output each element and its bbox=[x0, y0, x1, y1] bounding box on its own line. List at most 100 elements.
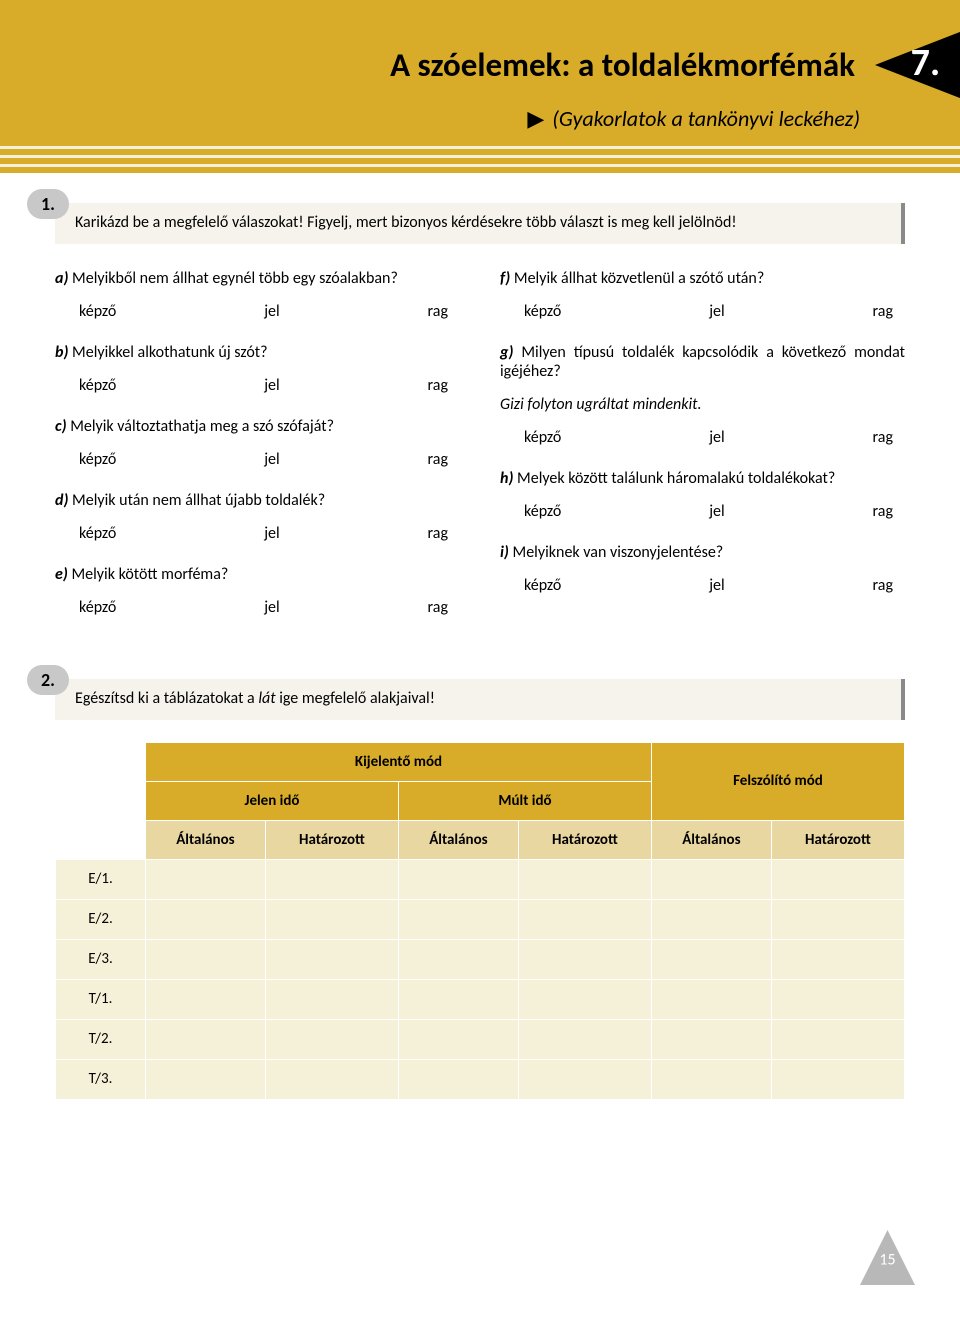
table-cell[interactable] bbox=[398, 979, 518, 1019]
question-block: b) Melyikkel alkothatunk új szót? képző je… bbox=[55, 343, 460, 395]
row-label: T/2. bbox=[56, 1019, 146, 1059]
question-block: c) Melyik változtathatja meg a szó szófa… bbox=[55, 417, 460, 469]
answer-option[interactable]: rag bbox=[873, 428, 893, 447]
answer-option[interactable]: jel bbox=[264, 524, 279, 543]
table-cell[interactable] bbox=[146, 899, 266, 939]
question-letter: f) bbox=[500, 269, 514, 288]
row-label: E/2. bbox=[56, 899, 146, 939]
table-cell[interactable] bbox=[771, 1019, 904, 1059]
table-cell[interactable] bbox=[651, 899, 771, 939]
title-row: A szóelemek: a toldalékmorfémák 7. bbox=[0, 30, 960, 105]
table-cell[interactable] bbox=[265, 1019, 398, 1059]
answer-option[interactable]: rag bbox=[428, 524, 448, 543]
table-cell[interactable] bbox=[265, 859, 398, 899]
page-number: 15 bbox=[879, 1251, 895, 1270]
table-cell[interactable] bbox=[518, 859, 651, 899]
table-cell[interactable] bbox=[146, 939, 266, 979]
instruction-italic: lát bbox=[258, 689, 275, 708]
answer-option[interactable]: jel bbox=[709, 428, 724, 447]
question-text: a) Melyikből nem állhat egynél több egy … bbox=[55, 269, 460, 288]
table-cell[interactable] bbox=[651, 979, 771, 1019]
question-block: h) Melyek között találunk háromalakú tol… bbox=[500, 469, 905, 521]
answer-option[interactable]: képző bbox=[524, 428, 561, 447]
answer-option[interactable]: jel bbox=[264, 450, 279, 469]
table-cell[interactable] bbox=[651, 1019, 771, 1059]
table-cell[interactable] bbox=[651, 1059, 771, 1099]
table-cell[interactable] bbox=[146, 1019, 266, 1059]
question-block: d) Melyik után nem állhat újabb toldalék… bbox=[55, 491, 460, 543]
table-cell[interactable] bbox=[398, 1019, 518, 1059]
answer-option[interactable]: képző bbox=[79, 376, 116, 395]
answer-option[interactable]: jel bbox=[264, 598, 279, 617]
answer-option[interactable]: képző bbox=[524, 502, 561, 521]
table-cell[interactable] bbox=[398, 899, 518, 939]
table-cell[interactable] bbox=[771, 979, 904, 1019]
row-label: E/3. bbox=[56, 939, 146, 979]
question-columns: a) Melyikből nem állhat egynél több egy … bbox=[55, 244, 905, 639]
table-corner bbox=[56, 742, 146, 859]
answer-option[interactable]: jel bbox=[264, 302, 279, 321]
answer-option[interactable]: képző bbox=[524, 302, 561, 321]
table-cell[interactable] bbox=[398, 939, 518, 979]
answer-option[interactable]: jel bbox=[709, 302, 724, 321]
answer-option[interactable]: képző bbox=[79, 450, 116, 469]
answer-option[interactable]: rag bbox=[428, 450, 448, 469]
table-cell[interactable] bbox=[265, 979, 398, 1019]
table-cell[interactable] bbox=[771, 899, 904, 939]
chapter-subtitle: (Gyakorlatok a tankönyvi leckéhez) bbox=[552, 105, 860, 132]
table-cell[interactable] bbox=[518, 1019, 651, 1059]
table-cell[interactable] bbox=[651, 939, 771, 979]
answer-option[interactable]: rag bbox=[428, 376, 448, 395]
answer-options: képző jel rag bbox=[55, 376, 460, 395]
answer-option[interactable]: jel bbox=[709, 576, 724, 595]
table-cell[interactable] bbox=[518, 939, 651, 979]
answer-option[interactable]: képző bbox=[79, 524, 116, 543]
answer-option[interactable]: rag bbox=[428, 302, 448, 321]
page-footer: 15 bbox=[0, 1200, 960, 1305]
question-text: g) Milyen típusú toldalék kapcsolódik a … bbox=[500, 343, 905, 381]
exercise-2: 2. Egészítsd ki a táblázatokat a lát ige… bbox=[55, 679, 905, 1100]
answer-options: képző jel rag bbox=[55, 302, 460, 321]
table-cell[interactable] bbox=[771, 939, 904, 979]
answer-option[interactable]: jel bbox=[709, 502, 724, 521]
answer-options: képző jel rag bbox=[55, 598, 460, 617]
table-cell[interactable] bbox=[651, 859, 771, 899]
answer-option[interactable]: jel bbox=[264, 376, 279, 395]
row-label: T/3. bbox=[56, 1059, 146, 1099]
question-text: b) Melyikkel alkothatunk új szót? bbox=[55, 343, 460, 362]
table-cell[interactable] bbox=[265, 939, 398, 979]
question-col-right: f) Melyik állhat közvetlenül a szótő utá… bbox=[500, 269, 905, 639]
table-cell[interactable] bbox=[265, 1059, 398, 1099]
table-cell[interactable] bbox=[146, 1059, 266, 1099]
answer-option[interactable]: rag bbox=[873, 502, 893, 521]
question-text: h) Melyek között találunk háromalakú tol… bbox=[500, 469, 905, 488]
sample-sentence: Gizi folyton ugráltat mindenkit. bbox=[500, 395, 905, 414]
exercise-instruction: Egészítsd ki a táblázatokat a lát ige me… bbox=[55, 679, 905, 720]
chapter-number: 7. bbox=[911, 40, 940, 86]
table-cell[interactable] bbox=[146, 859, 266, 899]
answer-option[interactable]: képző bbox=[79, 302, 116, 321]
answer-option[interactable]: rag bbox=[428, 598, 448, 617]
table-cell[interactable] bbox=[771, 1059, 904, 1099]
answer-option[interactable]: rag bbox=[873, 302, 893, 321]
table-cell[interactable] bbox=[518, 979, 651, 1019]
table-cell[interactable] bbox=[771, 859, 904, 899]
instruction-text: ige megfelelő alakjaival! bbox=[276, 689, 435, 708]
question-text: c) Melyik változtathatja meg a szó szófa… bbox=[55, 417, 460, 436]
table-cell[interactable] bbox=[398, 1059, 518, 1099]
exercise-instruction: Karikázd be a megfelelő válaszokat! Figy… bbox=[55, 203, 905, 244]
table-cell[interactable] bbox=[398, 859, 518, 899]
table-cell[interactable] bbox=[518, 1059, 651, 1099]
answer-option[interactable]: képző bbox=[79, 598, 116, 617]
table-cell[interactable] bbox=[265, 899, 398, 939]
question-block: g) Milyen típusú toldalék kapcsolódik a … bbox=[500, 343, 905, 447]
exercise-number-badge: 2. bbox=[27, 665, 69, 695]
question-letter: a) bbox=[55, 269, 72, 288]
table-cell[interactable] bbox=[146, 979, 266, 1019]
question-text: f) Melyik állhat közvetlenül a szótő utá… bbox=[500, 269, 905, 288]
chapter-badge: 7. bbox=[875, 30, 960, 100]
answer-option[interactable]: képző bbox=[524, 576, 561, 595]
table-cell[interactable] bbox=[518, 899, 651, 939]
answer-option[interactable]: rag bbox=[873, 576, 893, 595]
question-letter: h) bbox=[500, 469, 517, 488]
